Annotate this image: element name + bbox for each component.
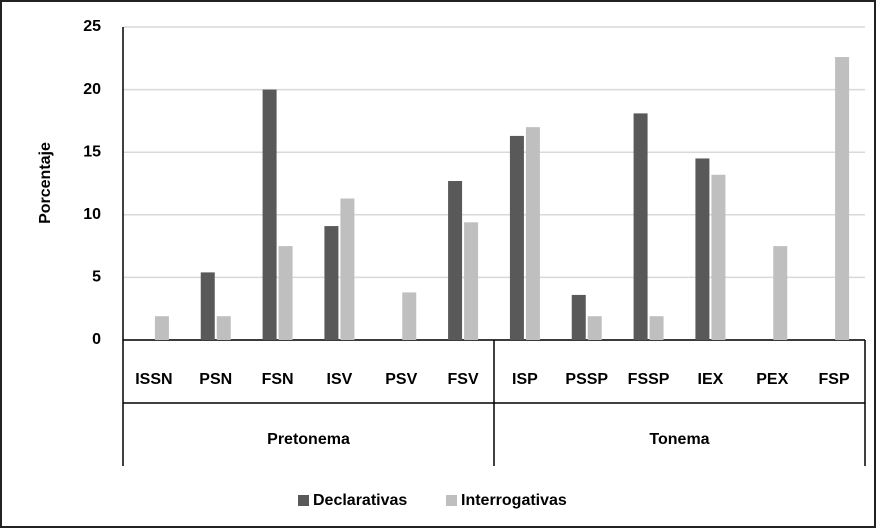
bar xyxy=(633,113,648,340)
x-tick-label: PSN xyxy=(199,371,232,388)
bar xyxy=(464,222,479,340)
bar xyxy=(695,158,710,340)
bar xyxy=(262,89,277,340)
bar xyxy=(649,316,664,340)
bar xyxy=(509,135,524,340)
bar xyxy=(571,294,586,340)
x-tick-label: PEX xyxy=(756,371,788,388)
x-tick-label: FSN xyxy=(262,371,294,388)
group-label: Pretonema xyxy=(267,431,350,448)
bar xyxy=(448,180,463,340)
bar xyxy=(200,272,215,340)
bar xyxy=(773,246,788,340)
x-tick-label: IEX xyxy=(698,371,724,388)
bar xyxy=(278,246,293,340)
group-label: Tonema xyxy=(649,431,709,448)
y-axis-label: Porcentaje xyxy=(37,142,54,224)
bar xyxy=(835,57,850,340)
bar xyxy=(402,292,417,340)
legend-label: Declarativas xyxy=(313,492,407,509)
bar xyxy=(216,316,231,340)
bar xyxy=(324,226,339,340)
bar xyxy=(340,198,355,340)
x-tick-label: ISSN xyxy=(135,371,172,388)
bar xyxy=(525,127,540,340)
x-tick-label: FSP xyxy=(819,371,850,388)
bar xyxy=(587,316,602,340)
y-tick-label: 15 xyxy=(83,143,101,160)
x-tick-label: FSV xyxy=(448,371,479,388)
y-tick-label: 10 xyxy=(83,206,101,223)
bar xyxy=(154,316,169,340)
legend-label: Interrogativas xyxy=(461,492,567,509)
x-tick-label: PSSP xyxy=(565,371,608,388)
x-tick-label: ISP xyxy=(512,371,538,388)
y-tick-label: 0 xyxy=(92,331,101,348)
y-tick-label: 5 xyxy=(92,269,101,286)
y-tick-label: 25 xyxy=(83,18,101,35)
x-tick-label: PSV xyxy=(385,371,417,388)
legend-swatch xyxy=(298,495,309,506)
bar xyxy=(711,174,726,340)
x-tick-label: FSSP xyxy=(628,371,670,388)
legend-swatch xyxy=(446,495,457,506)
y-tick-label: 20 xyxy=(83,81,101,98)
x-tick-label: ISV xyxy=(327,371,353,388)
